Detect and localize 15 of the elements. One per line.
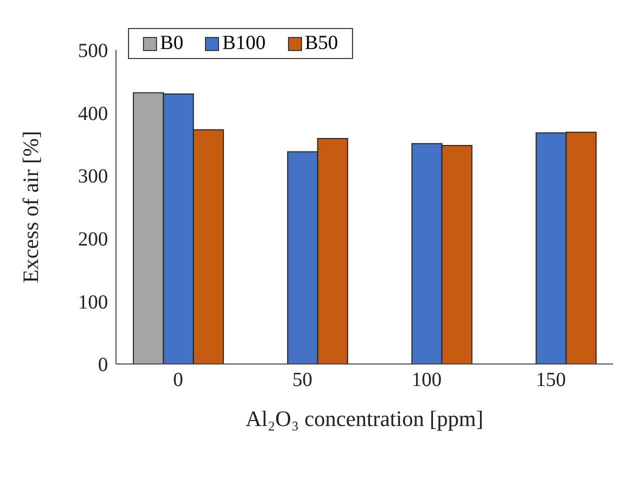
y-tick-label: 100 — [78, 291, 108, 314]
x-tick-label: 50 — [292, 369, 312, 392]
legend-label: B0 — [160, 32, 184, 55]
legend-label: B100 — [222, 32, 266, 55]
y-tick-label: 200 — [78, 228, 108, 250]
x-tick-label: 150 — [536, 369, 566, 392]
legend-label: B50 — [304, 32, 338, 55]
x-tick-label: 100 — [412, 369, 442, 392]
x-axis-title: Al₂O₃ concentration [ppm] — [246, 406, 484, 431]
y-tick-label: 300 — [78, 166, 108, 188]
y-axis-title: Excess of air [%] — [18, 130, 43, 284]
y-tick-label: 500 — [78, 40, 108, 62]
x-tick-label: 0 — [173, 369, 184, 392]
y-tick-label: 400 — [78, 102, 108, 125]
y-tick-label: 0 — [98, 354, 108, 376]
